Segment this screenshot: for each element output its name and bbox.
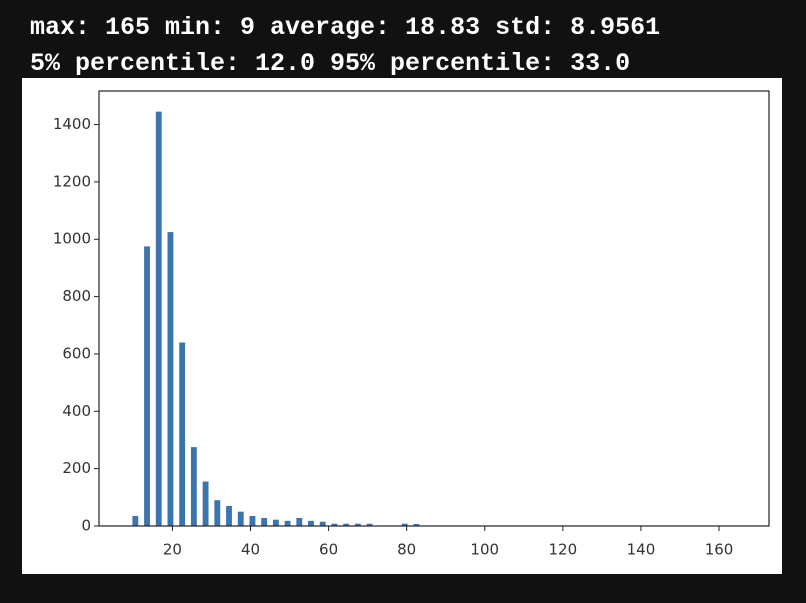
bar — [226, 506, 232, 526]
bar — [132, 516, 138, 526]
x-tick-label: 20 — [163, 541, 182, 559]
y-tick-label: 0 — [81, 517, 91, 535]
x-tick-label: 120 — [549, 541, 578, 559]
x-tick-label: 140 — [627, 541, 656, 559]
y-tick-label: 800 — [62, 287, 91, 305]
x-tick-label: 160 — [705, 541, 734, 559]
bar — [214, 500, 220, 526]
y-tick-label: 400 — [62, 402, 91, 420]
bar — [273, 520, 279, 526]
bar — [250, 516, 256, 526]
y-tick-label: 600 — [62, 344, 91, 362]
y-tick-label: 200 — [62, 459, 91, 477]
bar — [296, 518, 302, 526]
bar — [238, 512, 244, 526]
bar — [156, 112, 162, 526]
y-tick-label: 1200 — [53, 172, 91, 190]
bar — [144, 246, 150, 526]
bar — [179, 342, 185, 526]
figure-background — [22, 78, 782, 574]
bar — [261, 518, 267, 526]
bar — [308, 521, 314, 526]
output-line: max: 165 min: 9 average: 18.83 std: 8.95… — [30, 13, 660, 42]
bar — [191, 447, 197, 526]
y-tick-label: 1000 — [53, 230, 91, 248]
y-tick-label: 1400 — [53, 115, 91, 133]
x-tick-label: 40 — [241, 541, 260, 559]
x-tick-label: 100 — [470, 541, 499, 559]
x-tick-label: 80 — [397, 541, 416, 559]
bar — [168, 232, 174, 526]
output-line: 5% percentile: 12.0 95% percentile: 33.0 — [30, 49, 630, 78]
bar — [203, 482, 209, 526]
bar — [320, 522, 326, 526]
bar — [285, 521, 291, 526]
x-tick-label: 60 — [319, 541, 338, 559]
